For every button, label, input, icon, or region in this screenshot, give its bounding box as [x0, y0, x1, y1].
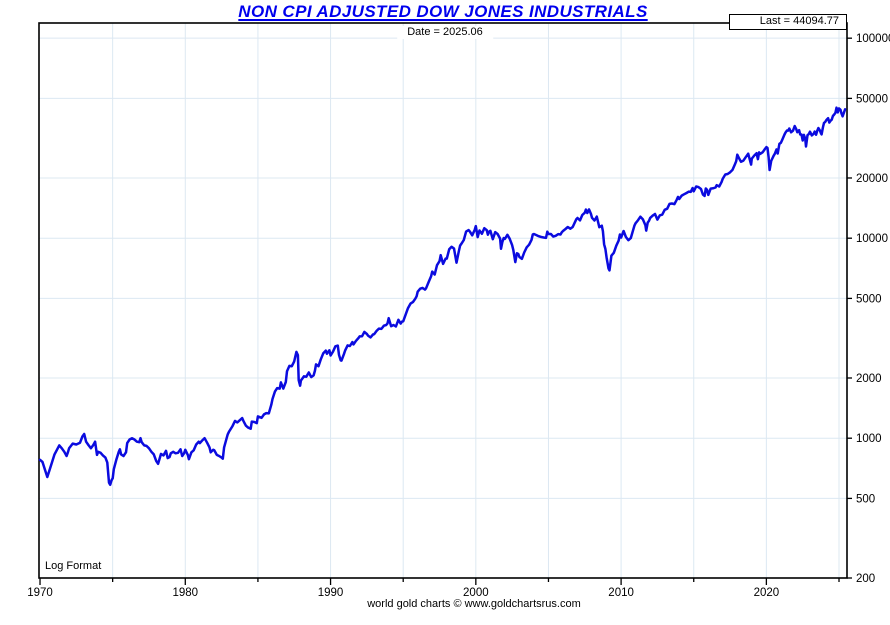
current-date-readout: Date = 2025.06 — [397, 26, 493, 39]
chart-title: NON CPI ADJUSTED DOW JONES INDUSTRIALS — [238, 2, 648, 21]
x-tick-label: 1970 — [27, 587, 53, 599]
price-line — [38, 106, 847, 487]
x-tick-label: 2010 — [608, 587, 634, 599]
y-tick-label: 1000 — [856, 433, 882, 445]
x-tick-label: 1980 — [172, 587, 198, 599]
last-value-readout: Last = 44094.77 — [728, 14, 847, 30]
y-tick-label: 50000 — [856, 93, 888, 105]
x-tick-label: 2000 — [463, 587, 489, 599]
y-tick-label: 2000 — [856, 373, 882, 385]
footer-credit: world gold charts © www.goldchartsrus.co… — [367, 598, 581, 610]
plot-border — [38, 22, 848, 579]
x-tick-label: 1990 — [318, 587, 344, 599]
gridlines — [39, 23, 847, 578]
x-tick-label: 2020 — [754, 587, 780, 599]
y-tick-label: 20000 — [856, 173, 888, 185]
y-tick-label: 10000 — [856, 233, 888, 245]
y-tick-label: 200 — [856, 573, 875, 585]
y-tick-label: 5000 — [856, 293, 882, 305]
axis-labels: 1970 1980 1990 2000 2010 2020 200 500 1000 2000 50… — [27, 33, 890, 599]
y-tick-label: 500 — [856, 493, 875, 505]
axis-ticks — [39, 37, 852, 585]
log-format-label: Log Format — [45, 560, 106, 573]
y-tick-label: 100000 — [856, 33, 890, 45]
